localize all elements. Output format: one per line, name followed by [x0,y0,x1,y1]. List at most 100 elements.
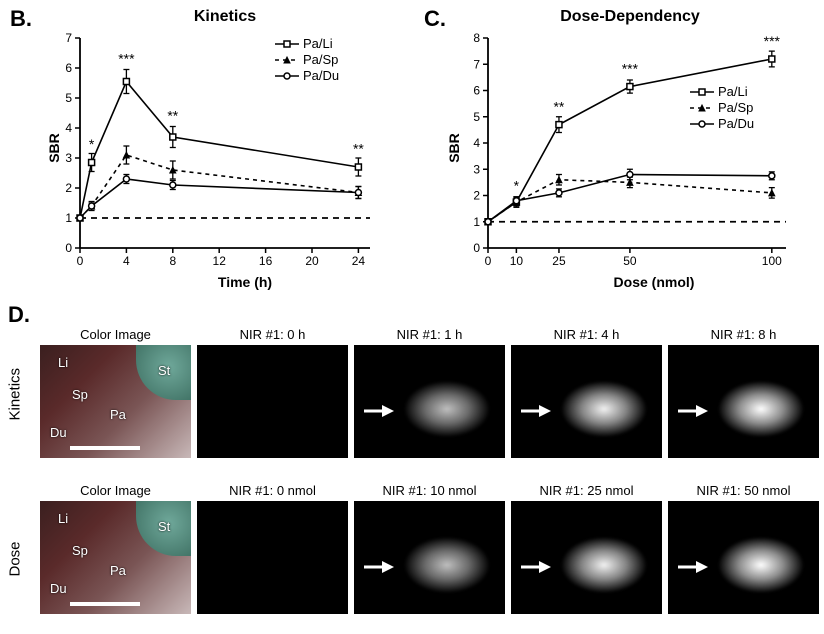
image-title: NIR #1: 0 nmol [197,483,348,499]
panel-b-label: B. [10,6,32,32]
image-box [668,345,819,458]
svg-text:*: * [89,136,95,152]
image-box [354,501,505,614]
svg-text:6: 6 [473,84,480,98]
chart-c-ylabel: SBR [446,128,462,168]
organ-label-st: St [158,363,170,378]
organ-label-li: Li [58,355,68,370]
chart-b-svg: 0123456704812162024********Pa/LiPa/SpPa/… [40,10,410,290]
svg-text:10: 10 [510,254,524,268]
organ-label-li: Li [58,511,68,526]
svg-text:12: 12 [213,254,227,268]
image-row-label: Kinetics [7,401,24,421]
image-title: Color Image [40,327,191,343]
chart-dose: Dose-Dependency 0123456780255010010*****… [440,10,820,290]
svg-text:Pa/Sp: Pa/Sp [303,52,338,67]
image-cell: NIR #1: 4 h [511,327,662,458]
organ-label-pa: Pa [110,563,126,578]
svg-text:16: 16 [259,254,273,268]
image-title: Color Image [40,483,191,499]
svg-text:Pa/Li: Pa/Li [718,84,748,99]
image-title: NIR #1: 8 h [668,327,819,343]
svg-text:4: 4 [123,254,130,268]
arrow-icon [362,559,394,575]
svg-text:0: 0 [65,241,72,255]
image-title: NIR #1: 1 h [354,327,505,343]
svg-text:8: 8 [473,31,480,45]
organ-label-pa: Pa [110,407,126,422]
image-row-label: Dose [7,557,24,577]
organ-label-sp: Sp [72,543,88,558]
image-cell: NIR #1: 10 nmol [354,483,505,614]
svg-text:***: *** [118,51,135,67]
image-box [668,501,819,614]
svg-text:***: *** [622,60,639,76]
arrow-icon [519,559,551,575]
svg-text:100: 100 [762,254,782,268]
svg-text:20: 20 [305,254,319,268]
svg-text:8: 8 [169,254,176,268]
svg-text:50: 50 [623,254,637,268]
organ-label-du: Du [50,425,67,440]
chart-b-ylabel: SBR [46,128,62,168]
svg-text:Pa/Du: Pa/Du [303,68,339,83]
arrow-icon [676,559,708,575]
image-box [511,501,662,614]
svg-text:0: 0 [485,254,492,268]
image-cell: NIR #1: 0 h [197,327,348,458]
image-cell: NIR #1: 8 h [668,327,819,458]
image-cell: NIR #1: 0 nmol [197,483,348,614]
image-cell: NIR #1: 50 nmol [668,483,819,614]
svg-text:Pa/Sp: Pa/Sp [718,100,753,115]
chart-kinetics: Kinetics 0123456704812162024********Pa/L… [40,10,410,290]
organ-label-du: Du [50,581,67,596]
svg-text:7: 7 [65,31,72,45]
organ-label-sp: Sp [72,387,88,402]
svg-text:Pa/Du: Pa/Du [718,116,754,131]
svg-text:**: ** [167,108,178,124]
image-title: NIR #1: 10 nmol [354,483,505,499]
svg-text:24: 24 [352,254,366,268]
svg-text:**: ** [553,99,564,115]
svg-text:0: 0 [473,241,480,255]
image-title: NIR #1: 0 h [197,327,348,343]
svg-text:***: *** [764,33,781,49]
image-cell: Color Image Li St Sp Pa Du [40,483,191,614]
svg-text:**: ** [353,141,364,157]
image-box [354,345,505,458]
scalebar [70,602,140,606]
panel-d-label: D. [8,302,30,328]
svg-text:Pa/Li: Pa/Li [303,36,333,51]
chart-b-xlabel: Time (h) [80,274,410,290]
scalebar [70,446,140,450]
svg-text:25: 25 [552,254,566,268]
image-cell: Color Image Li St Sp Pa Du [40,327,191,458]
svg-text:3: 3 [473,162,480,176]
arrow-icon [362,403,394,419]
arrow-icon [519,403,551,419]
image-box: Li St Sp Pa Du [40,345,191,458]
chart-c-svg: 0123456780255010010*********Pa/LiPa/SpPa… [440,10,820,290]
svg-text:6: 6 [65,61,72,75]
svg-text:7: 7 [473,57,480,71]
organ-label-st: St [158,519,170,534]
image-box [511,345,662,458]
image-title: NIR #1: 25 nmol [511,483,662,499]
svg-text:3: 3 [65,151,72,165]
image-box [197,501,348,614]
svg-text:0: 0 [77,254,84,268]
svg-text:5: 5 [473,110,480,124]
image-box [197,345,348,458]
image-box: Li St Sp Pa Du [40,501,191,614]
image-cell: NIR #1: 1 h [354,327,505,458]
image-cell: NIR #1: 25 nmol [511,483,662,614]
svg-text:1: 1 [473,215,480,229]
svg-text:2: 2 [65,181,72,195]
svg-text:4: 4 [473,136,480,150]
image-title: NIR #1: 4 h [511,327,662,343]
image-title: NIR #1: 50 nmol [668,483,819,499]
chart-c-xlabel: Dose (nmol) [488,274,820,290]
svg-text:1: 1 [65,211,72,225]
svg-text:5: 5 [65,91,72,105]
svg-text:*: * [514,177,520,193]
